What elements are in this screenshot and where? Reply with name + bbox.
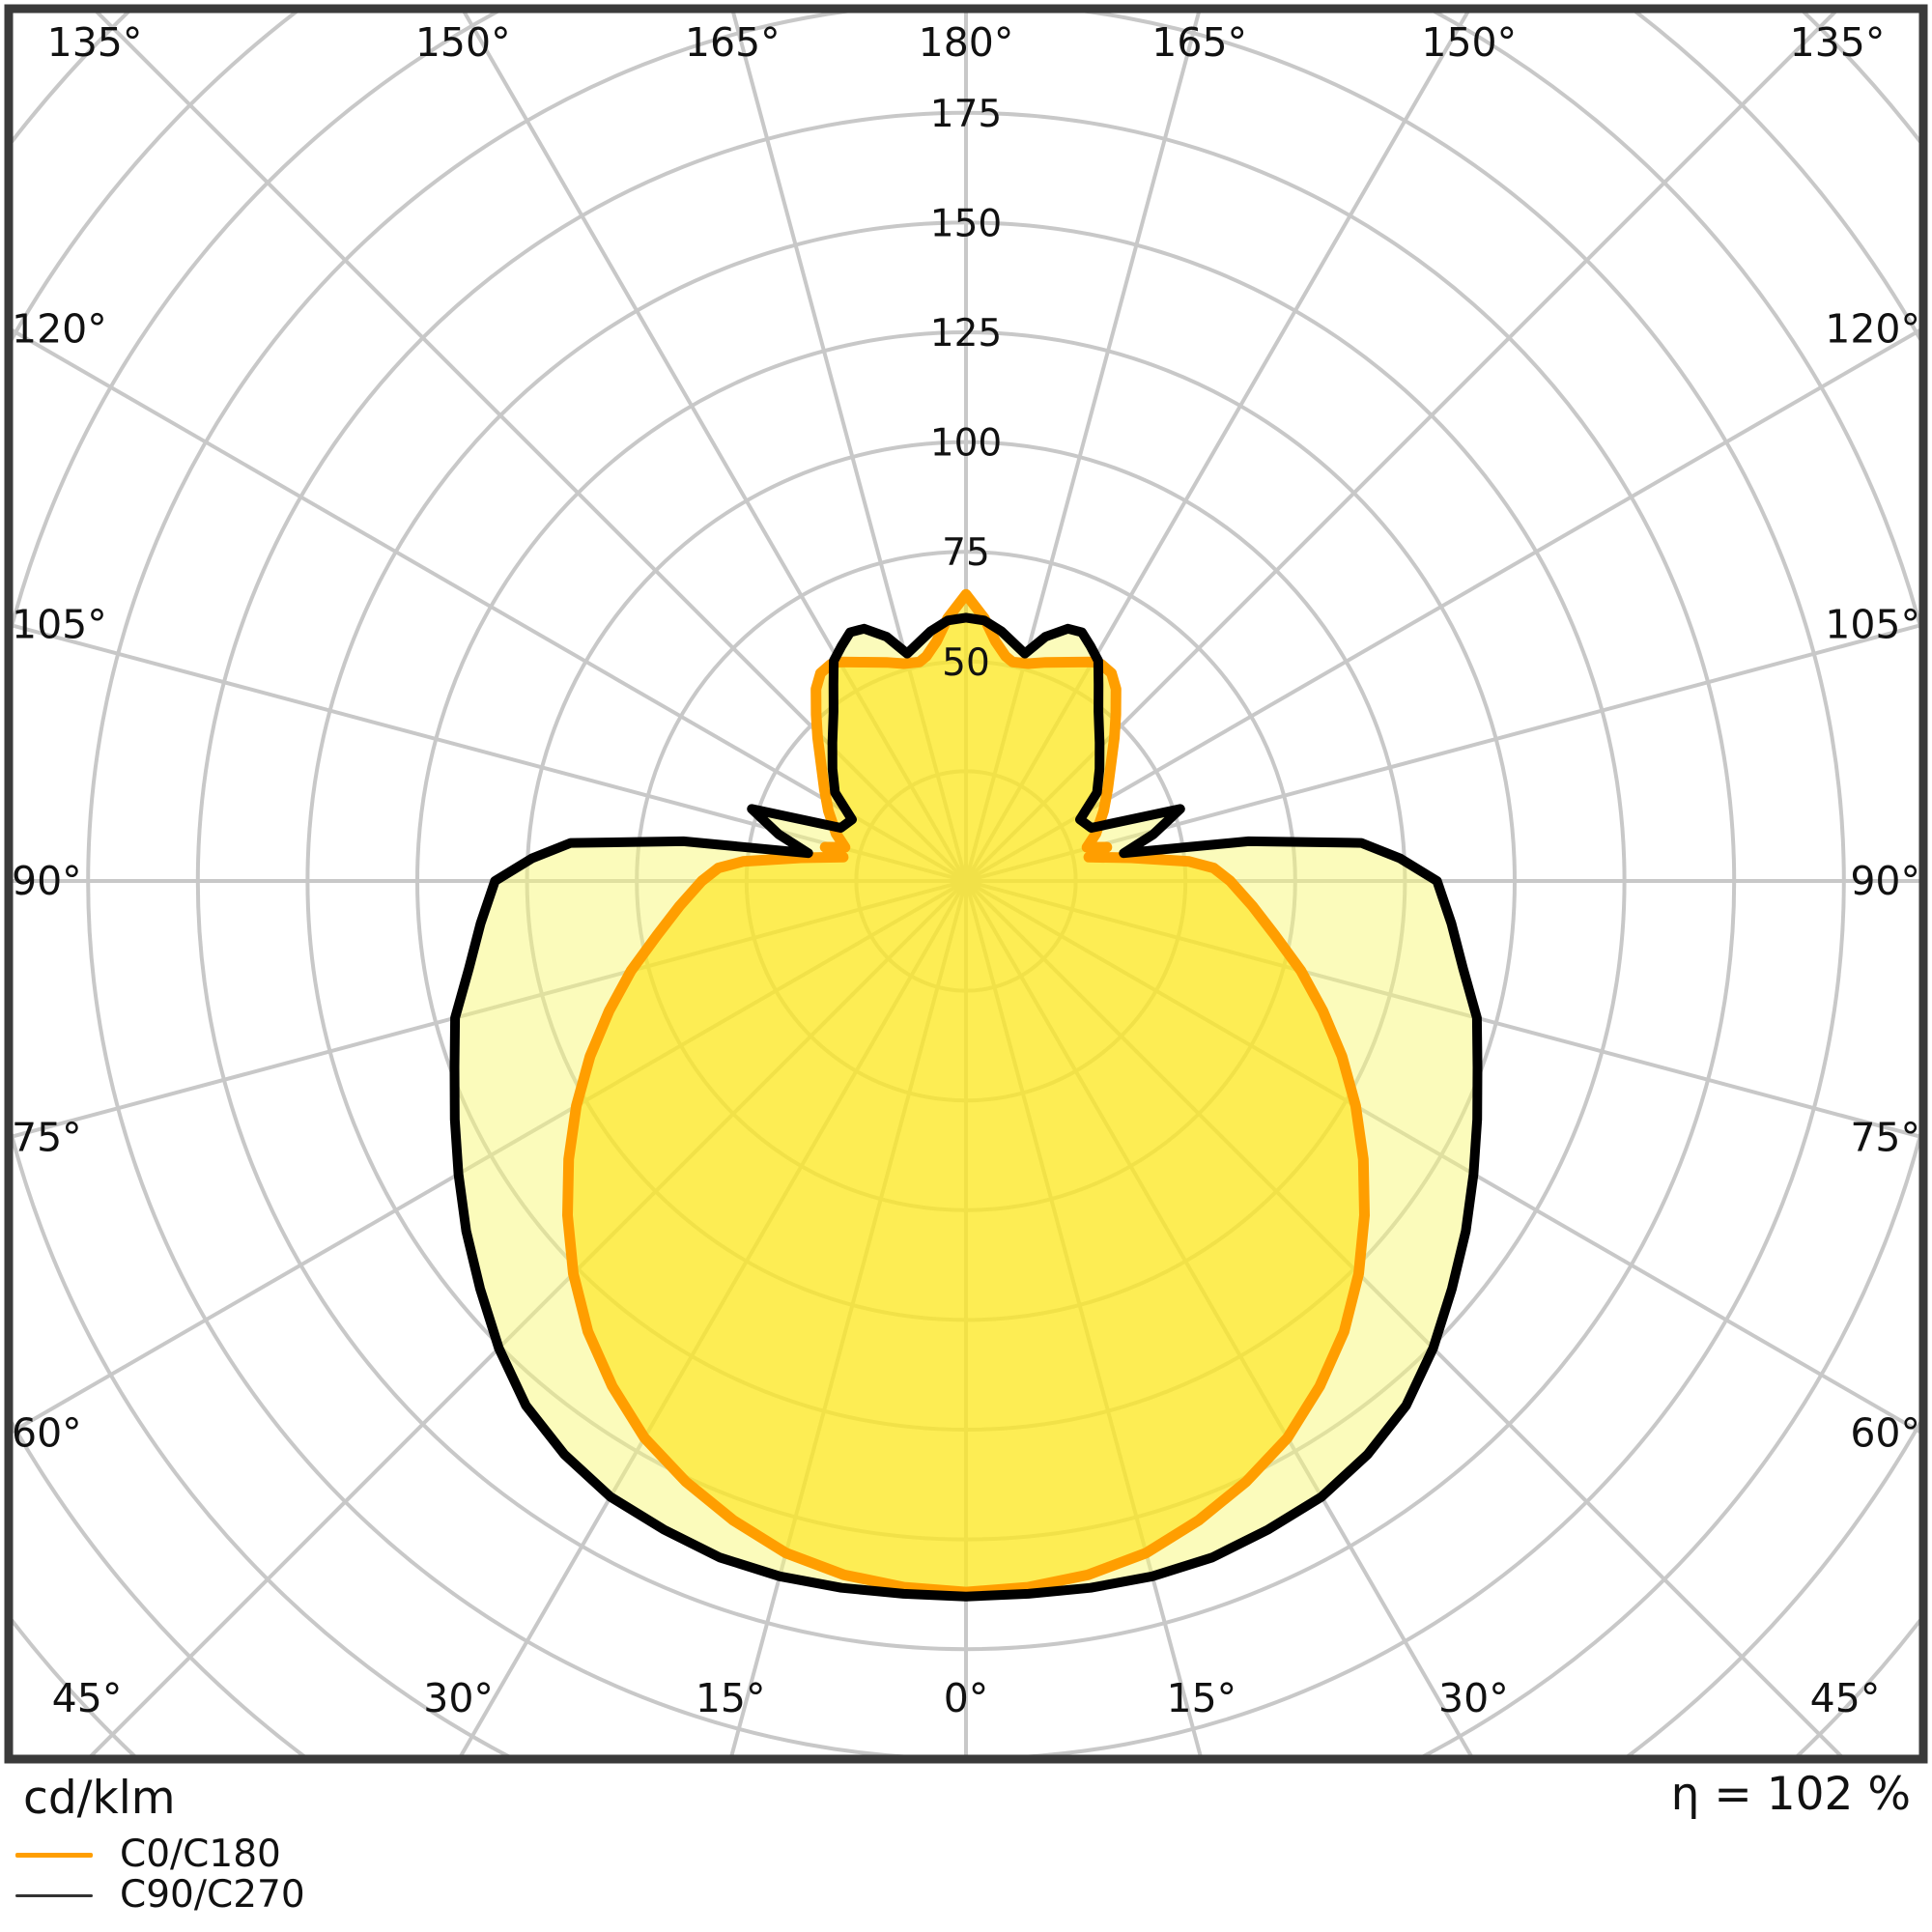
- angle-tick-label: 15°: [696, 1675, 766, 1721]
- radial-tick-label: 100: [930, 422, 1002, 466]
- angle-tick-label: 135°: [47, 19, 143, 66]
- grid-spoke: [95, 13, 968, 883]
- grid-spoke: [13, 623, 967, 883]
- angle-tick-label: 105°: [12, 602, 107, 648]
- efficiency-label: η = 102 %: [1670, 1768, 1911, 1821]
- angle-tick-label: 45°: [1810, 1675, 1881, 1721]
- angle-tick-label: 45°: [52, 1675, 123, 1721]
- curve-strokes: [449, 588, 1483, 1602]
- angle-tick-label: 60°: [1850, 1410, 1920, 1457]
- units-label: cd/klm: [23, 1772, 176, 1825]
- grid-spoke: [965, 623, 1919, 883]
- c0-c180-fill: [567, 594, 1365, 1593]
- angle-tick-label: 60°: [12, 1410, 82, 1457]
- angle-tick-label: 30°: [1438, 1675, 1509, 1721]
- angle-tick-label: 90°: [1850, 858, 1920, 904]
- angle-tick-label: 135°: [1790, 19, 1886, 66]
- legend-label-c0-c180: C0/C180: [120, 1833, 281, 1876]
- plot-border: [4, 4, 1928, 1764]
- angle-tick-label: 105°: [1825, 602, 1920, 648]
- legend-swatch-c0-c180: [15, 1852, 93, 1858]
- angle-tick-label: 120°: [12, 305, 107, 352]
- legend-item-c90-c270: C90/C270: [15, 1876, 305, 1915]
- radial-tick-label: 175: [930, 93, 1002, 136]
- radial-tick-label: 50: [942, 641, 990, 685]
- angle-tick-label: 180°: [919, 19, 1014, 66]
- grid-spoke: [13, 327, 967, 883]
- angle-tick-label: 0°: [944, 1675, 989, 1721]
- legend: C0/C180 C90/C270: [15, 1835, 305, 1915]
- curve-fills: [454, 594, 1478, 1597]
- angle-tick-label: 30°: [423, 1675, 494, 1721]
- legend-label-c90-c270: C90/C270: [120, 1873, 305, 1917]
- angle-tick-label: 75°: [12, 1114, 82, 1160]
- angle-tick-label: 75°: [1850, 1114, 1920, 1160]
- angle-tick-label: 120°: [1825, 305, 1920, 352]
- c0-c180-curve: [562, 588, 1370, 1598]
- angle-tick-labels: 0° 15° 15° 30° 30° 45° 45° 60° 60° 75° 75° 90° 90° 10…: [12, 19, 1920, 1721]
- radial-tick-label: 75: [942, 531, 990, 575]
- angle-tick-label: 15°: [1166, 1675, 1236, 1721]
- angle-tick-label: 165°: [1151, 19, 1247, 66]
- angle-tick-label: 165°: [685, 19, 781, 66]
- legend-swatch-c90-c270: [15, 1893, 93, 1897]
- angle-tick-label: 150°: [415, 19, 511, 66]
- grid-spoke: [964, 327, 1919, 883]
- radial-tick-label: 125: [930, 312, 1002, 355]
- c90-c270-curve: [449, 612, 1483, 1602]
- angle-tick-label: 90°: [12, 858, 82, 904]
- radial-tick-label: 150: [930, 202, 1002, 245]
- grid-spoke: [964, 13, 1837, 883]
- angle-tick-label: 150°: [1421, 19, 1517, 66]
- legend-item-c0-c180: C0/C180: [15, 1835, 305, 1874]
